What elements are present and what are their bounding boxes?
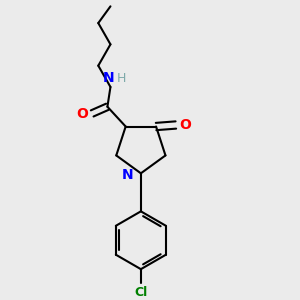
Text: O: O	[179, 118, 191, 132]
Text: H: H	[117, 72, 127, 86]
Text: Cl: Cl	[134, 286, 148, 299]
Text: O: O	[76, 107, 88, 121]
Text: N: N	[122, 168, 133, 182]
Text: N: N	[103, 71, 115, 85]
